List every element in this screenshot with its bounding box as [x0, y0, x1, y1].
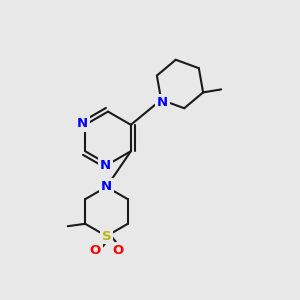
Text: N: N	[157, 96, 168, 109]
Text: N: N	[77, 117, 88, 130]
Text: N: N	[100, 159, 111, 172]
Text: O: O	[112, 244, 123, 256]
Text: N: N	[101, 179, 112, 193]
Text: S: S	[102, 230, 111, 243]
Text: O: O	[90, 244, 101, 256]
